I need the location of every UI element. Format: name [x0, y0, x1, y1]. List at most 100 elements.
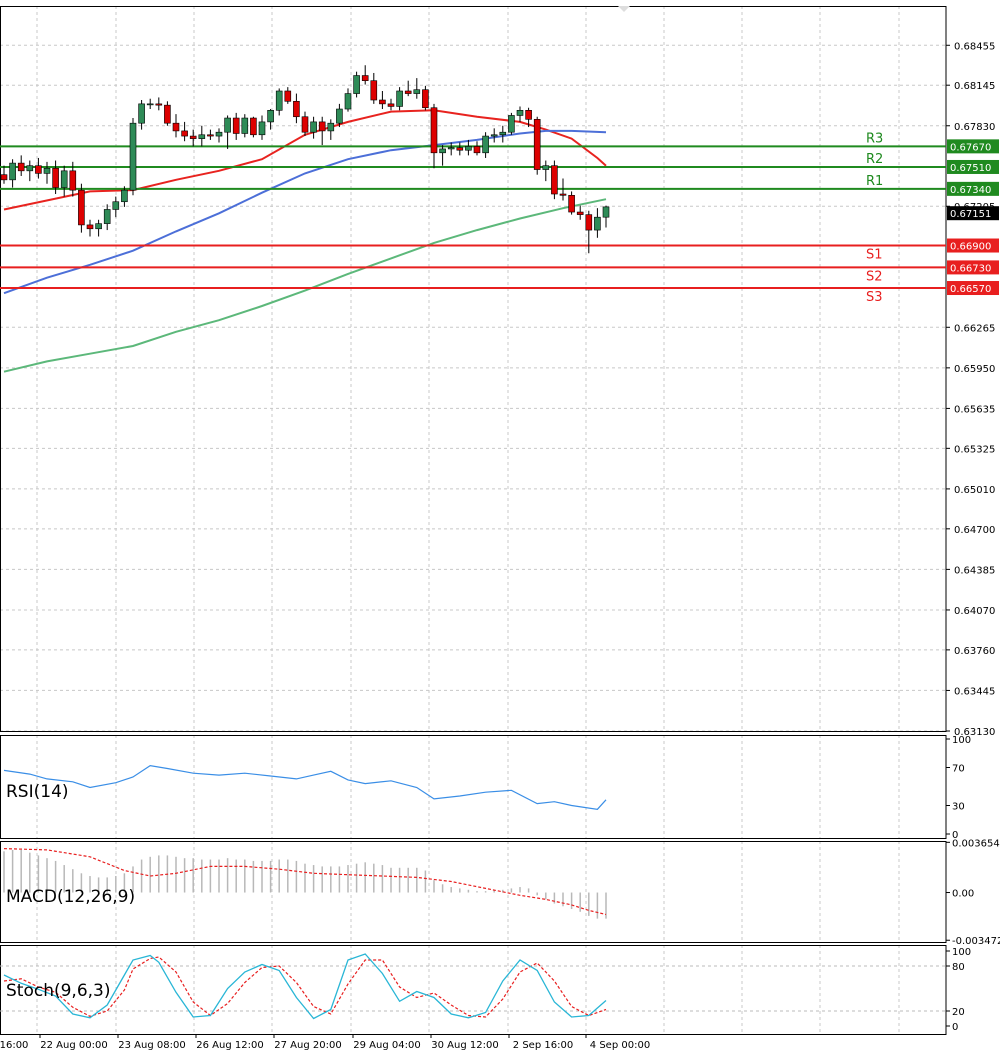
candle-body: [138, 103, 145, 124]
candle-body: [465, 146, 472, 151]
candle-body: [26, 165, 34, 172]
candle-body: [0, 174, 8, 181]
panel-frame: [0, 945, 947, 1035]
rsi-panel[interactable]: RSI(14): [3, 764, 607, 810]
price-tick-label: 0.65010: [954, 485, 995, 496]
candle-body: [258, 121, 266, 136]
price-tick-label: 0.64700: [954, 525, 995, 536]
candle-body: [387, 103, 395, 107]
candle-body: [499, 131, 507, 136]
level-price-tag: [947, 181, 999, 196]
rsi-tick-label: 0: [952, 830, 958, 841]
candle-body: [60, 170, 68, 188]
candle-body: [379, 99, 386, 105]
candle-body: [129, 122, 137, 191]
candle-body: [508, 115, 515, 133]
candle-body: [121, 189, 128, 203]
candle-body: [439, 148, 446, 154]
candle-body: [430, 107, 438, 154]
candle-body: [207, 134, 214, 137]
macd-panel[interactable]: MACD(12,26,9): [3, 848, 607, 919]
ma-slow-line: [3, 198, 607, 373]
candle-body: [327, 122, 335, 132]
stoch-tick-label: 20: [952, 1007, 965, 1018]
candle-body: [310, 121, 317, 133]
candle-body: [353, 75, 360, 94]
level-label-s2: S2: [866, 269, 883, 284]
candle-body: [250, 117, 257, 136]
price-tick-label: 0.68455: [954, 41, 995, 52]
candle-body: [370, 80, 378, 101]
panel-frame: [0, 735, 947, 839]
candle-body: [43, 167, 51, 174]
candle-body: [361, 75, 369, 81]
rsi-tick-label: 100: [952, 735, 971, 746]
candle-body: [422, 89, 429, 109]
level-label-r3: R3: [866, 131, 883, 146]
candle-body: [232, 117, 240, 134]
candle-body: [17, 162, 25, 172]
candle-body: [9, 162, 16, 181]
candle-body: [490, 134, 498, 137]
level-price-tag: [947, 238, 999, 253]
price-tick-label: 0.63760: [954, 646, 995, 657]
candle-body: [112, 201, 120, 210]
price-tick-label: 0.65950: [954, 364, 995, 375]
time-tick-label: 30 Aug 12:00: [431, 1040, 498, 1051]
candle-body: [224, 117, 231, 133]
candle-body: [103, 209, 111, 224]
stoch-tick-label: 80: [952, 962, 965, 973]
price-tick-label: 0.67830: [954, 122, 995, 133]
time-tick-label: 26 Aug 12:00: [196, 1040, 263, 1051]
time-tick-label: 22 Aug 00:00: [40, 1040, 107, 1051]
candle-body: [181, 130, 188, 137]
panel-frame: [0, 6, 947, 732]
level-price-tag: [947, 281, 999, 296]
macd-signal-line: [3, 848, 607, 916]
rsi-tick-label: 30: [952, 802, 965, 813]
level-price-label: 0.66730: [950, 263, 991, 274]
candle-body: [344, 93, 352, 110]
candle-body: [404, 90, 412, 94]
stoch-label: Stoch(9,6,3): [6, 981, 111, 1001]
time-tick-label: 16:00: [0, 1040, 28, 1051]
rsi-label: RSI(14): [6, 782, 69, 802]
price-axis: 0.684550.681450.678300.672050.662650.659…: [946, 41, 1000, 1033]
panel-frames: [0, 6, 947, 1035]
chart-shift-marker: [618, 6, 630, 12]
level-label-r2: R2: [866, 152, 883, 167]
candle-body: [585, 214, 593, 231]
price-tick-label: 0.65325: [954, 444, 995, 455]
candle-body: [86, 224, 94, 230]
candle-body: [473, 146, 481, 154]
stoch-tick-label: 0: [952, 1022, 958, 1033]
price-tick-label: 0.68145: [954, 81, 995, 92]
current-price-tag: [947, 206, 999, 221]
candle-body: [155, 103, 163, 106]
level-price-tag: [947, 139, 999, 154]
candle-body: [267, 110, 274, 123]
stoch-signal-line: [3, 956, 607, 1018]
candle-body: [533, 119, 541, 170]
stoch-tick-label: 100: [952, 947, 971, 958]
candle-body: [198, 134, 206, 139]
stochastic-panel[interactable]: Stoch(9,6,3): [0, 953, 946, 1020]
level-price-label: 0.66570: [950, 284, 991, 295]
level-price-label: 0.66900: [950, 242, 991, 253]
level-price-label: 0.67670: [950, 142, 991, 153]
candle-body: [95, 223, 102, 230]
price-tick-label: 0.66265: [954, 323, 995, 334]
candle-body: [146, 103, 154, 106]
price-tick-label: 0.63130: [954, 727, 995, 738]
candle-body: [241, 117, 249, 134]
panel-frame: [0, 841, 947, 943]
candle-body: [189, 135, 197, 139]
candle-body: [447, 147, 455, 150]
candle-body: [482, 135, 489, 154]
candle-body: [559, 193, 567, 196]
price-panel[interactable]: R3 R2 R1 S1 S2 S3: [0, 65, 946, 373]
current-price-label: 0.67151: [950, 209, 991, 220]
level-price-label: 0.67340: [950, 185, 991, 196]
